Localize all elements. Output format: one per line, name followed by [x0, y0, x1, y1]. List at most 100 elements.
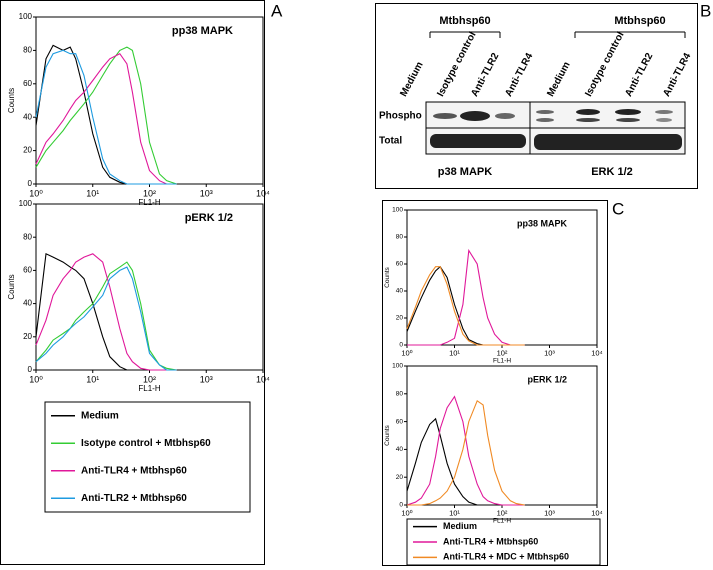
blot-row-label: Total [379, 136, 402, 147]
y-tick-label: 40 [396, 288, 404, 295]
x-tick-label: 10¹ [86, 374, 99, 384]
panel-label: A [271, 1, 283, 20]
series-line [406, 395, 525, 506]
x-tick-label: 10⁴ [591, 508, 603, 517]
lane-label: Anti-TLR2 [623, 51, 655, 99]
lane-label: Medium [545, 60, 572, 99]
lane-label: Anti-TLR2 [469, 51, 501, 99]
x-tick-label: 10¹ [449, 508, 460, 517]
y-tick-label: 0 [28, 365, 33, 374]
y-tick-label: 100 [392, 363, 403, 370]
x-tick-label: 10³ [200, 188, 213, 198]
x-tick-label: 10⁰ [401, 348, 412, 357]
y-tick-label: 20 [23, 332, 32, 341]
y-tick-label: 100 [19, 199, 33, 208]
legend-label: Anti-TLR4 + Mtbhsp60 [81, 465, 187, 476]
x-tick-label: 10⁴ [256, 374, 270, 384]
chart-title: pp38 MAPK [517, 218, 568, 228]
y-tick-label: 60 [23, 79, 32, 88]
legend-label: Medium [81, 410, 119, 421]
x-axis-label: FL1-H [138, 384, 160, 393]
y-tick-label: 60 [396, 261, 404, 268]
y-axis-label: Counts [384, 266, 391, 287]
y-axis-label: Counts [7, 274, 16, 299]
x-tick-label: 10³ [544, 348, 555, 357]
y-tick-label: 80 [396, 234, 404, 241]
x-tick-label: 10⁴ [256, 188, 270, 198]
x-axis-label: FL1-H [493, 358, 511, 365]
panel-c-box [382, 200, 608, 566]
y-tick-label: 0 [399, 342, 403, 349]
y-axis-label: Counts [384, 424, 391, 445]
legend-label: Isotype control + Mtbhsp60 [81, 438, 211, 449]
blot-header: Mtbhsp60 [439, 15, 490, 27]
series-line [35, 49, 177, 185]
series-line [35, 44, 177, 185]
y-tick-label: 40 [23, 112, 32, 121]
y-tick-label: 0 [399, 502, 403, 509]
y-tick-label: 80 [23, 232, 32, 241]
panel-b-box [375, 3, 698, 189]
y-tick-label: 20 [396, 474, 404, 481]
x-tick-label: 10⁰ [29, 374, 43, 384]
series-line [35, 266, 177, 371]
series-line [35, 52, 177, 185]
x-tick-label: 10³ [544, 508, 555, 517]
legend-box [44, 401, 251, 513]
lane-label: Anti-TLR4 [661, 51, 693, 99]
panel-label: C [612, 199, 624, 218]
blot-header: Mtbhsp60 [614, 15, 665, 27]
blot-group-label: ERK 1/2 [591, 166, 633, 178]
series-line [35, 46, 177, 185]
panel-label: B [700, 1, 711, 20]
x-tick-label: 10¹ [449, 348, 460, 357]
y-tick-label: 80 [396, 391, 404, 398]
series-line [35, 261, 177, 371]
plot-frame [406, 365, 598, 506]
series-line [407, 248, 525, 346]
y-tick-label: 20 [396, 315, 404, 322]
lane-label: Medium [398, 60, 425, 99]
x-tick-label: 10¹ [86, 188, 99, 198]
y-tick-label: 80 [23, 46, 32, 55]
plot-frame [35, 203, 264, 371]
x-axis-label: FL1-H [138, 198, 160, 207]
lane-label: Isotype control [583, 30, 626, 99]
x-tick-label: 10³ [200, 374, 213, 384]
y-tick-label: 100 [19, 12, 33, 21]
legend-label: Medium [443, 521, 477, 531]
y-tick-label: 40 [23, 299, 32, 308]
legend-label: Anti-TLR4 + Mtbhsp60 [443, 536, 538, 546]
series-line [35, 252, 177, 371]
y-tick-label: 100 [392, 207, 403, 214]
blot-group-label: p38 MAPK [438, 166, 492, 178]
series-line [406, 266, 525, 346]
x-tick-label: 10² [143, 188, 156, 198]
blot-bands [430, 109, 682, 150]
lane-label: Anti-TLR4 [503, 51, 535, 99]
chart-title: pERK 1/2 [185, 212, 233, 224]
x-tick-label: 10² [497, 348, 508, 357]
x-axis-label: FL1-H [493, 518, 511, 525]
x-tick-label: 10² [497, 508, 508, 517]
y-tick-label: 60 [396, 418, 404, 425]
y-tick-label: 0 [28, 179, 33, 188]
plot-frame [406, 209, 598, 346]
chart-title: pERK 1/2 [527, 374, 567, 384]
series-line [407, 399, 525, 506]
series-line [35, 253, 177, 371]
legend-label: Anti-TLR4 + MDC + Mtbhsp60 [443, 552, 569, 562]
y-tick-label: 20 [23, 146, 32, 155]
x-tick-label: 10² [143, 374, 156, 384]
legend-label: Anti-TLR2 + Mtbhsp60 [81, 493, 187, 504]
x-tick-label: 10⁴ [591, 348, 603, 357]
y-axis-label: Counts [7, 88, 16, 113]
y-tick-label: 60 [23, 266, 32, 275]
x-tick-label: 10⁰ [401, 508, 412, 517]
panel-a-box [0, 0, 265, 565]
chart-title: pp38 MAPK [172, 25, 233, 37]
legend-box [406, 518, 601, 566]
plot-frame [35, 16, 264, 185]
blot-row-label: Phospho [379, 111, 422, 122]
